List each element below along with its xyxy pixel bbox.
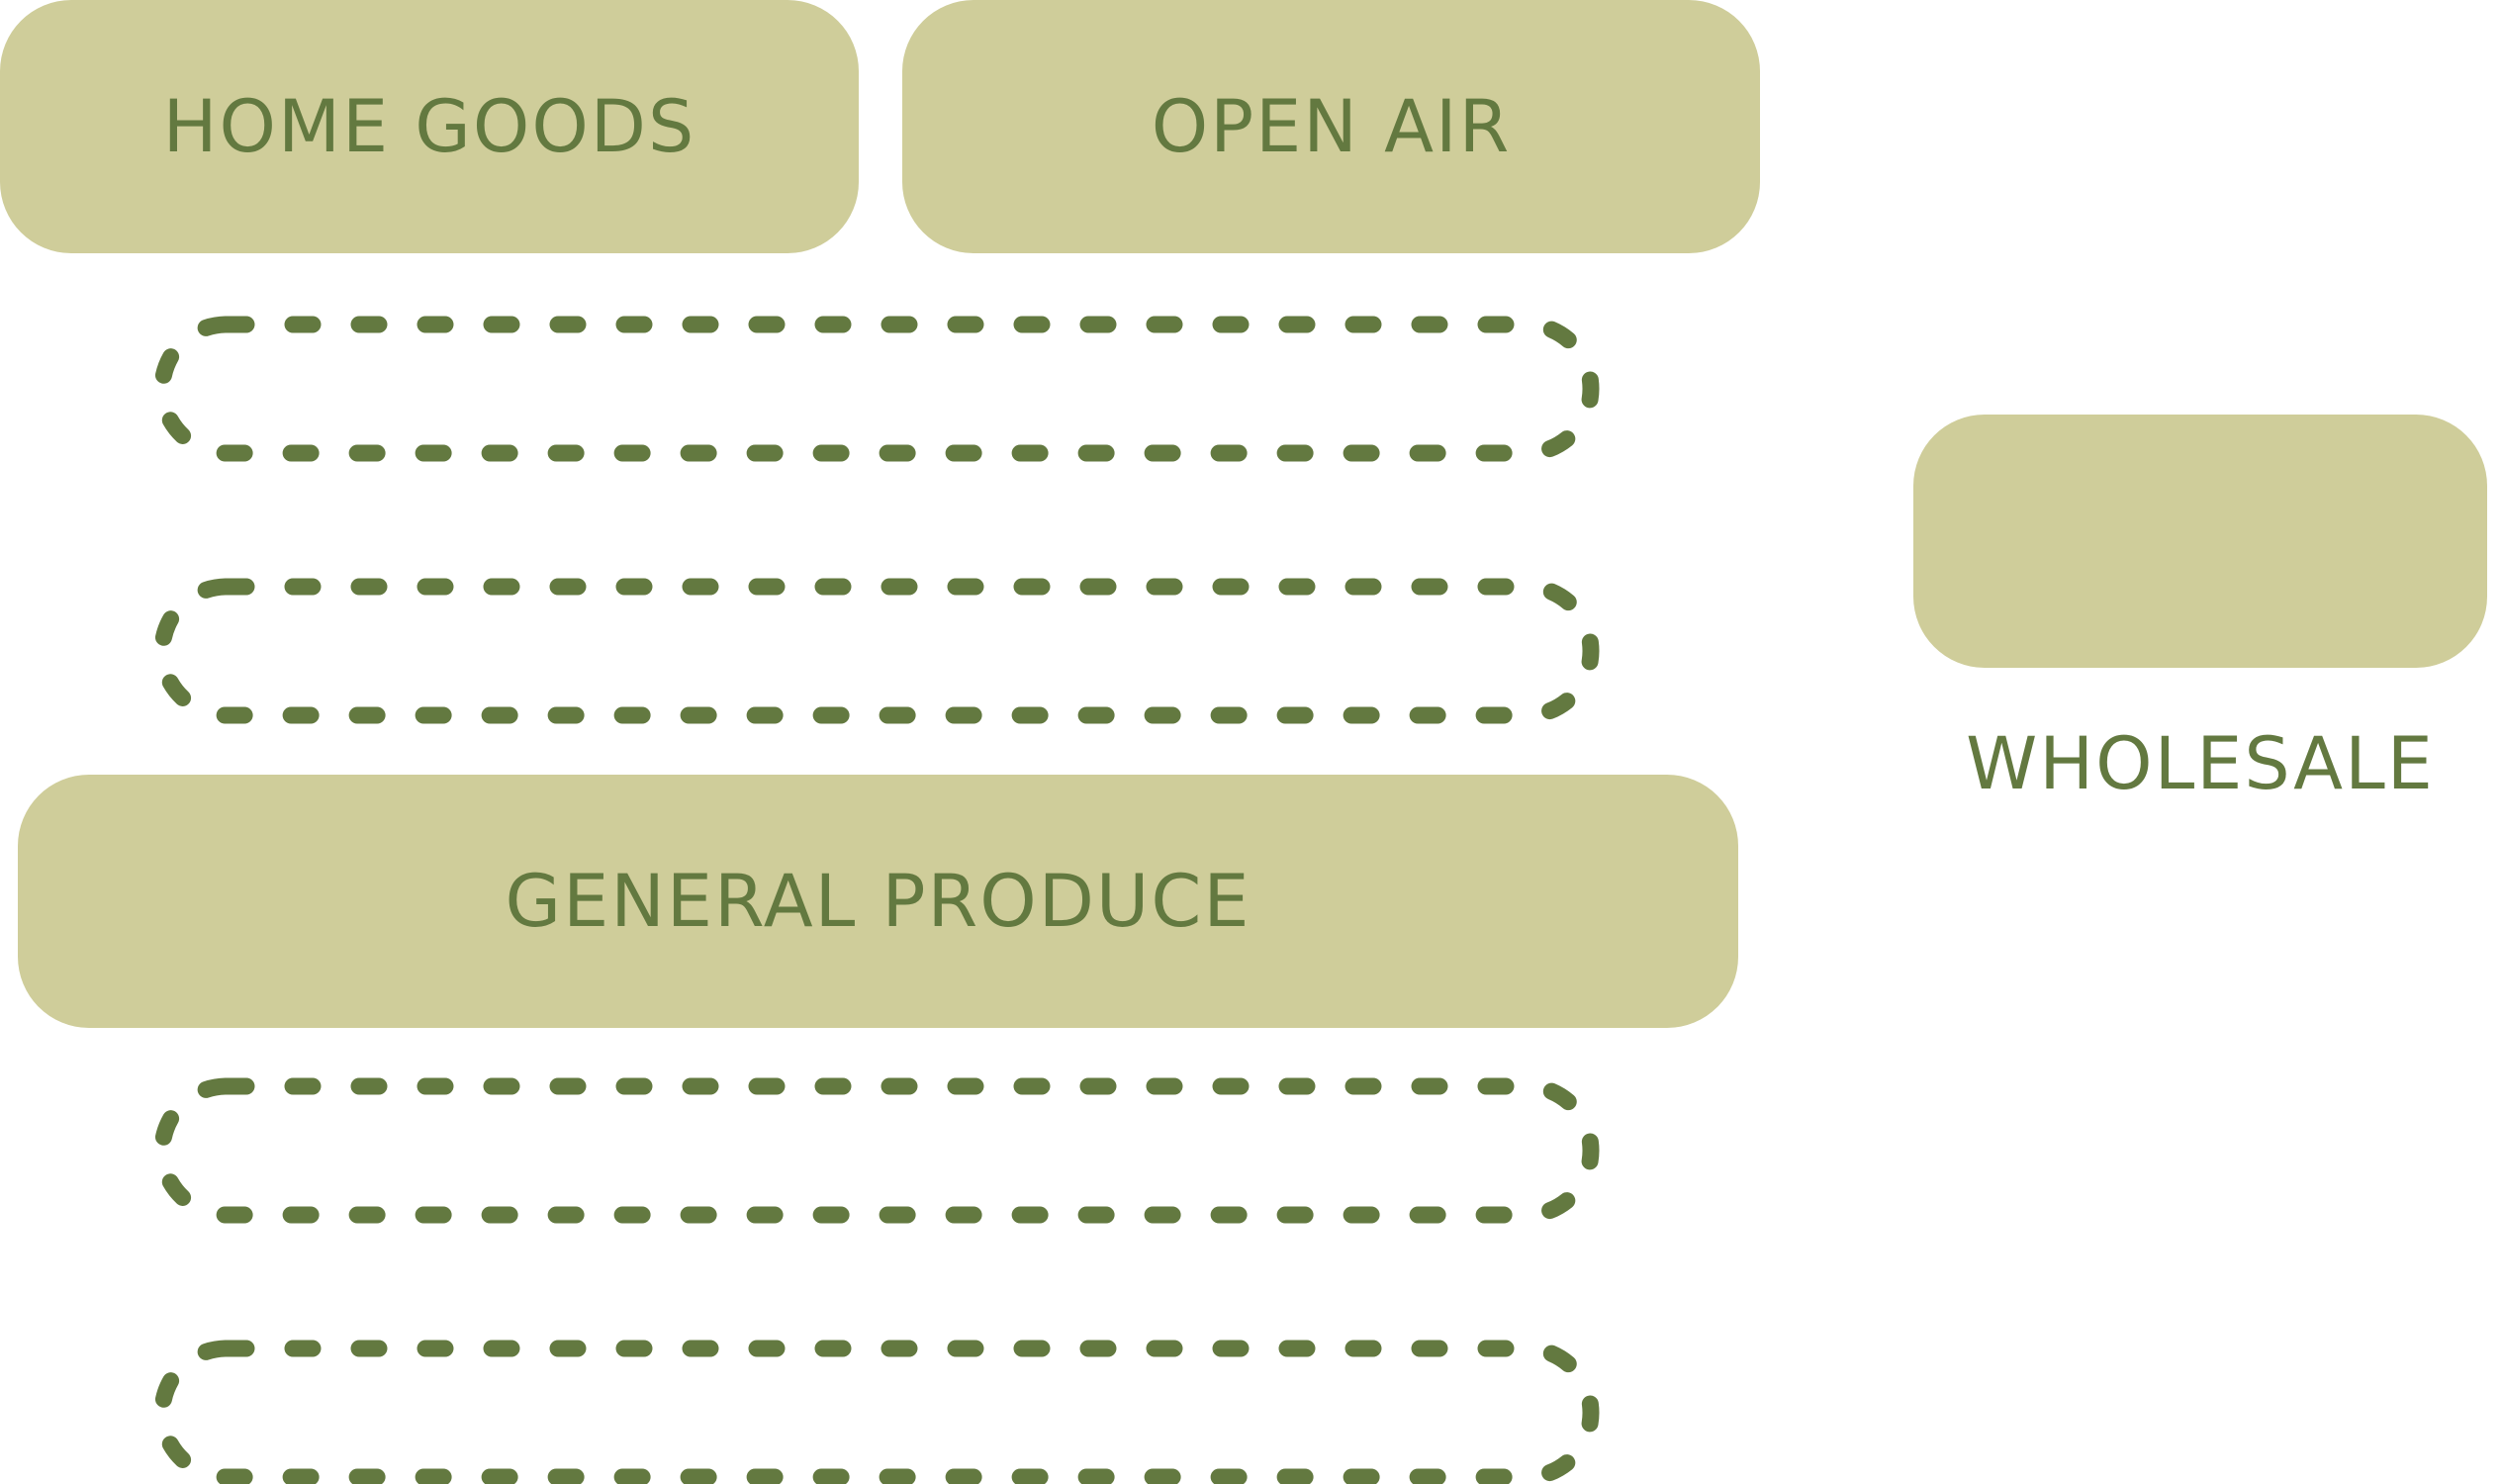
dotted-row-4	[153, 1340, 1600, 1484]
dotted-row-1	[153, 316, 1600, 462]
home-goods-label: HOME GOODS	[162, 84, 696, 169]
open-air-zone: OPEN AIR	[902, 0, 1760, 253]
general-produce-label: GENERAL PRODUCE	[505, 859, 1251, 944]
wholesale-label: WHOLESALE	[1966, 722, 2435, 806]
general-produce-zone: GENERAL PRODUCE	[18, 775, 1738, 1028]
dotted-row-2	[153, 578, 1600, 724]
open-air-label: OPEN AIR	[1151, 84, 1512, 169]
dotted-row-3	[153, 1077, 1600, 1224]
wholesale-zone	[1913, 415, 2487, 668]
home-goods-zone: HOME GOODS	[0, 0, 859, 253]
